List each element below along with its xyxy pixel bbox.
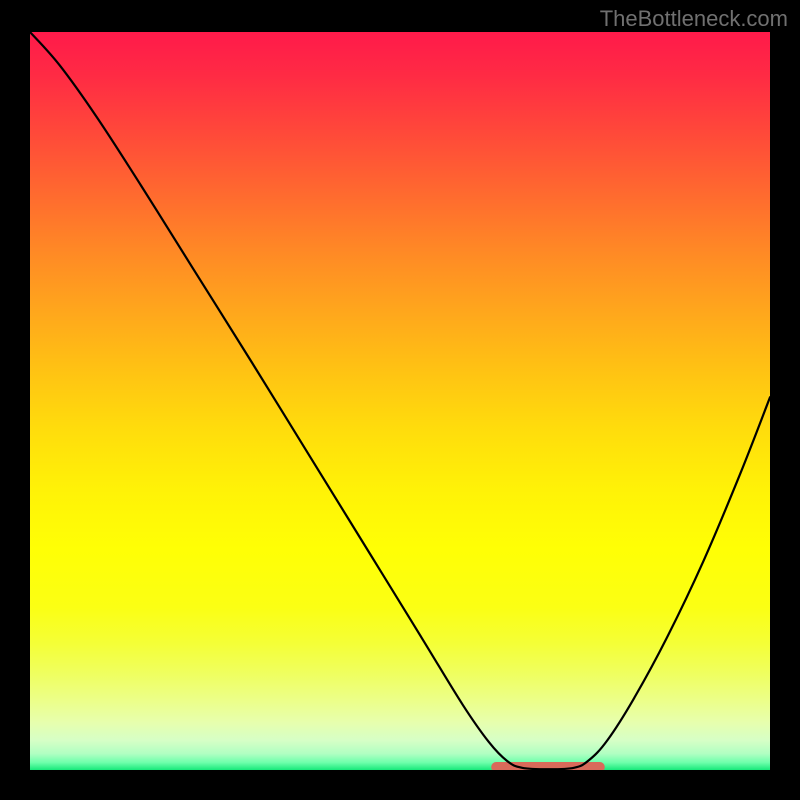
gradient-background: [30, 32, 770, 770]
bottleneck-chart: [0, 0, 800, 800]
chart-frame: TheBottleneck.com: [0, 0, 800, 800]
watermark-text: TheBottleneck.com: [600, 6, 788, 32]
plot-area: [30, 32, 770, 770]
